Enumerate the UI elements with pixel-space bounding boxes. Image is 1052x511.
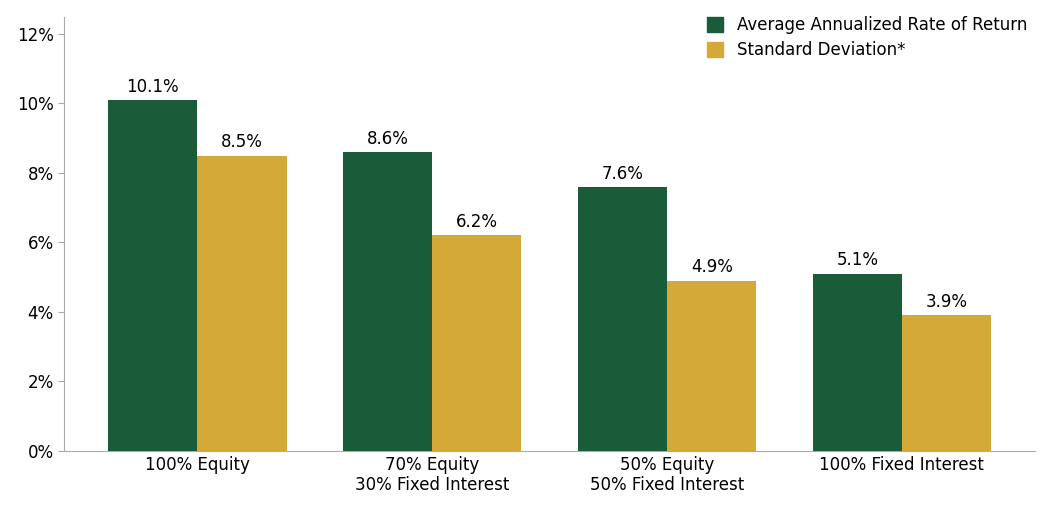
Bar [902, 315, 991, 451]
Text: 3.9%: 3.9% [926, 293, 968, 311]
Bar [108, 100, 198, 451]
Text: 7.6%: 7.6% [602, 165, 644, 182]
Bar [578, 187, 667, 451]
Text: 5.1%: 5.1% [836, 251, 878, 269]
Bar [343, 152, 432, 451]
Legend: Average Annualized Rate of Return, Standard Deviation*: Average Annualized Rate of Return, Stand… [707, 16, 1027, 59]
Text: 8.6%: 8.6% [367, 130, 408, 148]
Text: 8.5%: 8.5% [221, 133, 263, 151]
Bar [432, 236, 522, 451]
Bar [667, 281, 756, 451]
Bar [198, 155, 286, 451]
Bar [813, 273, 902, 451]
Text: 10.1%: 10.1% [126, 78, 179, 96]
Text: 4.9%: 4.9% [691, 259, 732, 276]
Text: 6.2%: 6.2% [456, 213, 498, 231]
